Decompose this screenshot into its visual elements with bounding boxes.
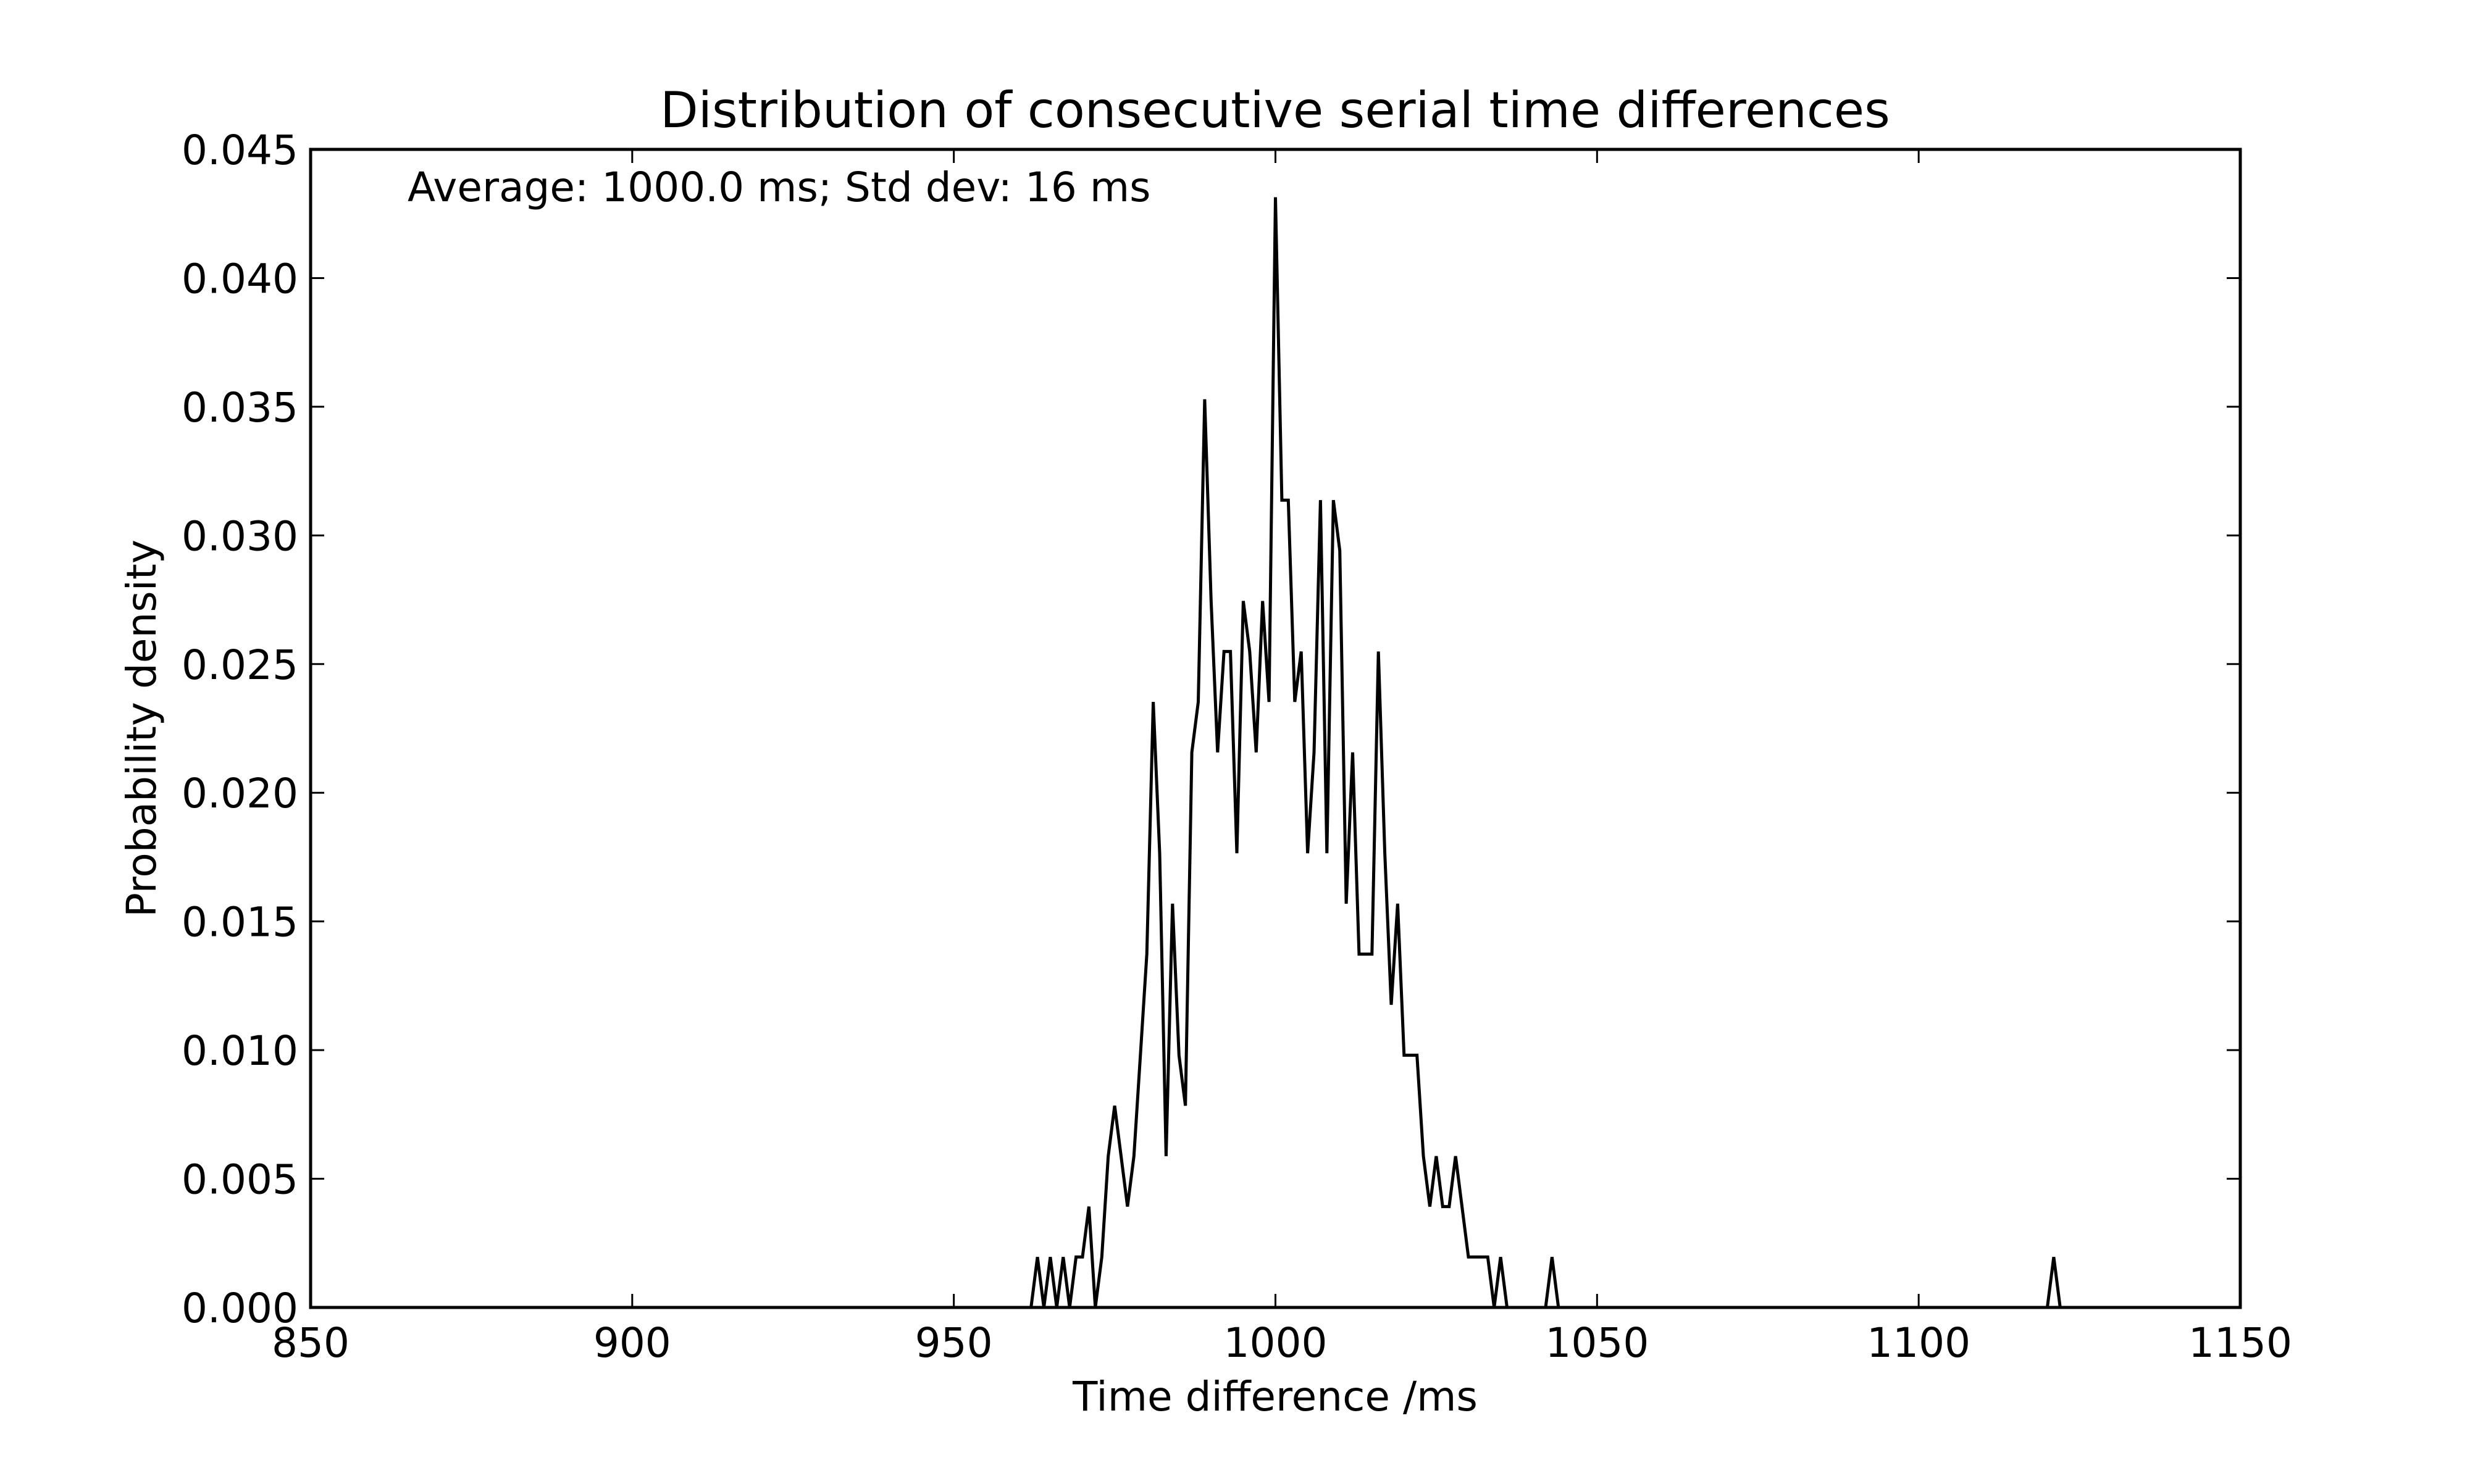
plot-frame	[309, 148, 2242, 1309]
x-tick-label: 850	[272, 1319, 350, 1367]
x-tick-label: 1100	[1867, 1319, 1970, 1367]
x-tick-label: 950	[915, 1319, 993, 1367]
x-tick-label: 1150	[2188, 1319, 2292, 1367]
x-tick-label: 900	[593, 1319, 671, 1367]
y-tick-label: 0.045	[182, 127, 298, 174]
y-tick-label: 0.035	[182, 384, 298, 431]
stats-annotation: Average: 1000.0 ms; Std dev: 16 ms	[408, 164, 1151, 211]
x-axis-label: Time difference /ms	[1072, 1373, 1478, 1420]
y-tick-label: 0.015	[182, 899, 298, 946]
x-tick-label: 1000	[1224, 1319, 1328, 1367]
y-tick-label: 0.040	[182, 255, 298, 302]
y-tick-label: 0.010	[182, 1027, 298, 1075]
y-tick-label: 0.025	[182, 641, 298, 689]
y-tick-label: 0.005	[182, 1156, 298, 1204]
y-tick-label: 0.030	[182, 512, 298, 560]
x-tick-label: 1050	[1545, 1319, 1649, 1367]
y-tick-label: 0.020	[182, 770, 298, 817]
chart-title: Distribution of consecutive serial time …	[660, 81, 1890, 139]
y-tick-label: 0.000	[182, 1285, 298, 1332]
plot-area: 850 900 950 1000 1050 1100 1150 0.000 0.005 0.010…	[182, 127, 2292, 1367]
y-axis-label: Probability density	[118, 540, 165, 917]
series-line	[1029, 197, 2067, 1309]
